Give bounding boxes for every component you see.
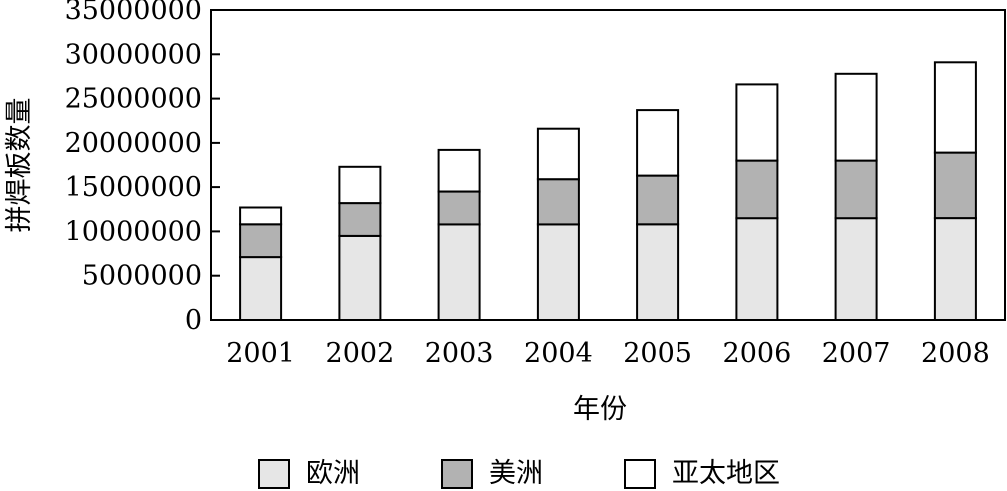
y-axis-label: 拼焊板数量	[4, 98, 35, 233]
x-tick-label: 2002	[326, 338, 395, 369]
bars-layer	[239, 61, 977, 322]
legend-swatch	[441, 459, 473, 489]
bar-2008-series-0	[933, 217, 977, 322]
bar-2001-series-1	[239, 223, 283, 259]
x-tick-label: 2003	[425, 338, 494, 369]
bar-2002-series-2	[338, 165, 382, 205]
y-tick-label: 15000000	[65, 172, 202, 203]
legend-swatch	[258, 459, 290, 489]
x-tick-label: 2007	[822, 338, 891, 369]
bar-2002-series-1	[338, 202, 382, 237]
bar-2005-series-2	[636, 109, 680, 177]
bar-2005-series-1	[636, 174, 680, 226]
y-tick-label: 25000000	[65, 84, 202, 115]
bar-2005-series-0	[636, 223, 680, 321]
legend-label: 亚太地区	[672, 458, 780, 489]
x-tick-label: 2001	[226, 338, 295, 369]
plot-frame	[210, 9, 1006, 321]
bar-2006-series-1	[735, 159, 779, 220]
y-tick-label: 5000000	[82, 261, 202, 292]
y-axis-ticks: 0 5000000 10000000 15000000 20000000 25000000…	[65, 0, 220, 336]
bar-2008-series-1	[933, 151, 977, 220]
bar-2001-series-0	[239, 256, 283, 322]
legend-label: 欧洲	[306, 458, 360, 489]
bar-2004-series-2	[536, 127, 580, 181]
bar-2001-series-2	[239, 206, 283, 226]
legend-swatch	[624, 459, 656, 489]
legend: 欧洲 美洲 亚太地区	[258, 458, 780, 489]
bar-2004-series-1	[536, 178, 580, 226]
bar-2007-series-1	[834, 159, 878, 220]
x-tick-label: 2008	[921, 338, 990, 369]
y-tick-label: 10000000	[65, 216, 202, 247]
bar-2003-series-0	[437, 223, 481, 321]
legend-label: 美洲	[489, 458, 543, 489]
bar-2006-series-2	[735, 83, 779, 162]
bar-2003-series-1	[437, 190, 481, 226]
x-axis-ticks: 2001 2002 2003 2004 2005 2006 2007 2008	[226, 338, 990, 369]
x-axis-label: 年份	[573, 394, 627, 425]
bar-2003-series-2	[437, 148, 481, 193]
bar-2007-series-0	[834, 217, 878, 322]
bar-2007-series-2	[834, 72, 878, 162]
y-tick-label: 20000000	[65, 128, 202, 159]
bar-2008-series-2	[933, 61, 977, 154]
x-tick-label: 2006	[723, 338, 792, 369]
bar-2002-series-0	[338, 234, 382, 321]
y-tick-label: 0	[185, 305, 202, 336]
y-tick-label: 35000000	[65, 0, 202, 26]
x-tick-label: 2005	[623, 338, 692, 369]
x-tick-label: 2004	[524, 338, 593, 369]
y-tick-label: 30000000	[65, 39, 202, 70]
bar-2004-series-0	[536, 223, 580, 321]
bar-2006-series-0	[735, 217, 779, 322]
